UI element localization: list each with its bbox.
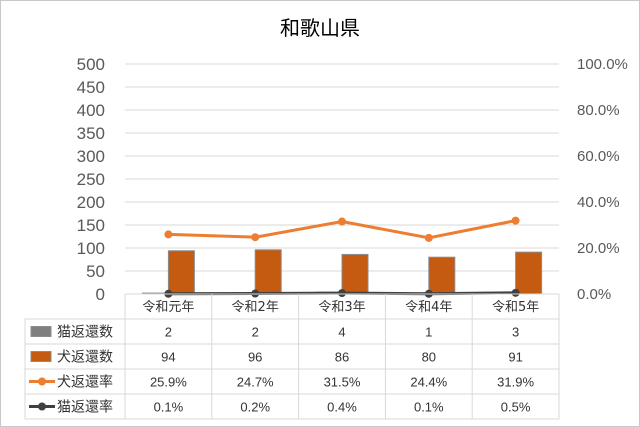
y-tick-label: 350 <box>77 124 105 143</box>
data-label: 24.4% <box>410 375 447 390</box>
bar <box>167 250 195 295</box>
bar <box>428 256 456 295</box>
x-tick-label: 令和3年 <box>318 300 365 315</box>
bar <box>254 249 282 295</box>
data-label: 1 <box>425 325 432 340</box>
data-label: 31.5% <box>324 375 361 390</box>
line-point <box>338 217 346 226</box>
line-point <box>424 233 433 242</box>
line-point <box>164 230 173 239</box>
legend-label: 犬返還数 <box>57 350 113 366</box>
y2-tick-label: 20.0% <box>577 240 620 257</box>
data-label: 2 <box>252 325 259 340</box>
data-label: 0.1% <box>414 400 444 415</box>
data-label: 24.7% <box>237 375 274 390</box>
x-tick-label: 令和5年 <box>492 300 539 315</box>
y2-tick-label: 100.0% <box>577 56 628 73</box>
data-label: 80 <box>422 350 436 365</box>
data-label: 86 <box>335 350 349 365</box>
bar <box>341 253 369 295</box>
legend-swatch <box>38 377 46 386</box>
y-tick-label: 300 <box>77 147 105 166</box>
legend-label: 犬返還率 <box>57 374 113 391</box>
bar <box>515 251 543 295</box>
y-tick-label: 0 <box>96 285 105 304</box>
data-label: 2 <box>165 325 172 340</box>
data-label: 3 <box>512 325 519 340</box>
data-label: 0.2% <box>240 400 270 415</box>
y-tick-label: 250 <box>77 170 105 189</box>
x-tick-label: 令和4年 <box>405 300 452 315</box>
data-label: 25.9% <box>150 375 187 390</box>
legend-label: 猫返還率 <box>57 399 113 416</box>
data-label: 91 <box>508 350 522 365</box>
x-tick-label: 令和元年 <box>142 300 194 315</box>
data-label: 0.4% <box>327 400 357 415</box>
line-point <box>511 288 520 297</box>
data-label: 96 <box>248 350 262 365</box>
data-label: 0.5% <box>501 400 531 415</box>
legend-swatch <box>30 326 52 337</box>
x-tick-label: 令和2年 <box>232 300 279 315</box>
y-tick-label: 500 <box>77 55 105 74</box>
line-point <box>338 289 346 298</box>
y-tick-label: 200 <box>77 193 105 212</box>
y-tick-label: 450 <box>77 78 105 97</box>
y2-tick-label: 60.0% <box>577 148 620 165</box>
line-point <box>251 233 260 242</box>
data-label: 94 <box>161 350 175 365</box>
line-point <box>511 216 520 225</box>
chart-title: 和歌山県 <box>280 16 360 40</box>
legend-label: 猫返還数 <box>57 325 113 341</box>
y-tick-label: 400 <box>77 101 105 120</box>
y-tick-label: 50 <box>86 262 105 281</box>
data-label: 0.1% <box>154 400 184 415</box>
y-tick-label: 150 <box>77 216 105 235</box>
y2-tick-label: 0.0% <box>577 286 611 303</box>
legend-swatch <box>38 402 46 411</box>
data-label: 4 <box>338 325 345 340</box>
data-label: 31.9% <box>497 375 534 390</box>
legend-swatch <box>30 351 52 362</box>
y2-tick-label: 80.0% <box>577 102 620 119</box>
y2-tick-label: 40.0% <box>577 194 620 211</box>
y-tick-label: 100 <box>77 239 105 258</box>
